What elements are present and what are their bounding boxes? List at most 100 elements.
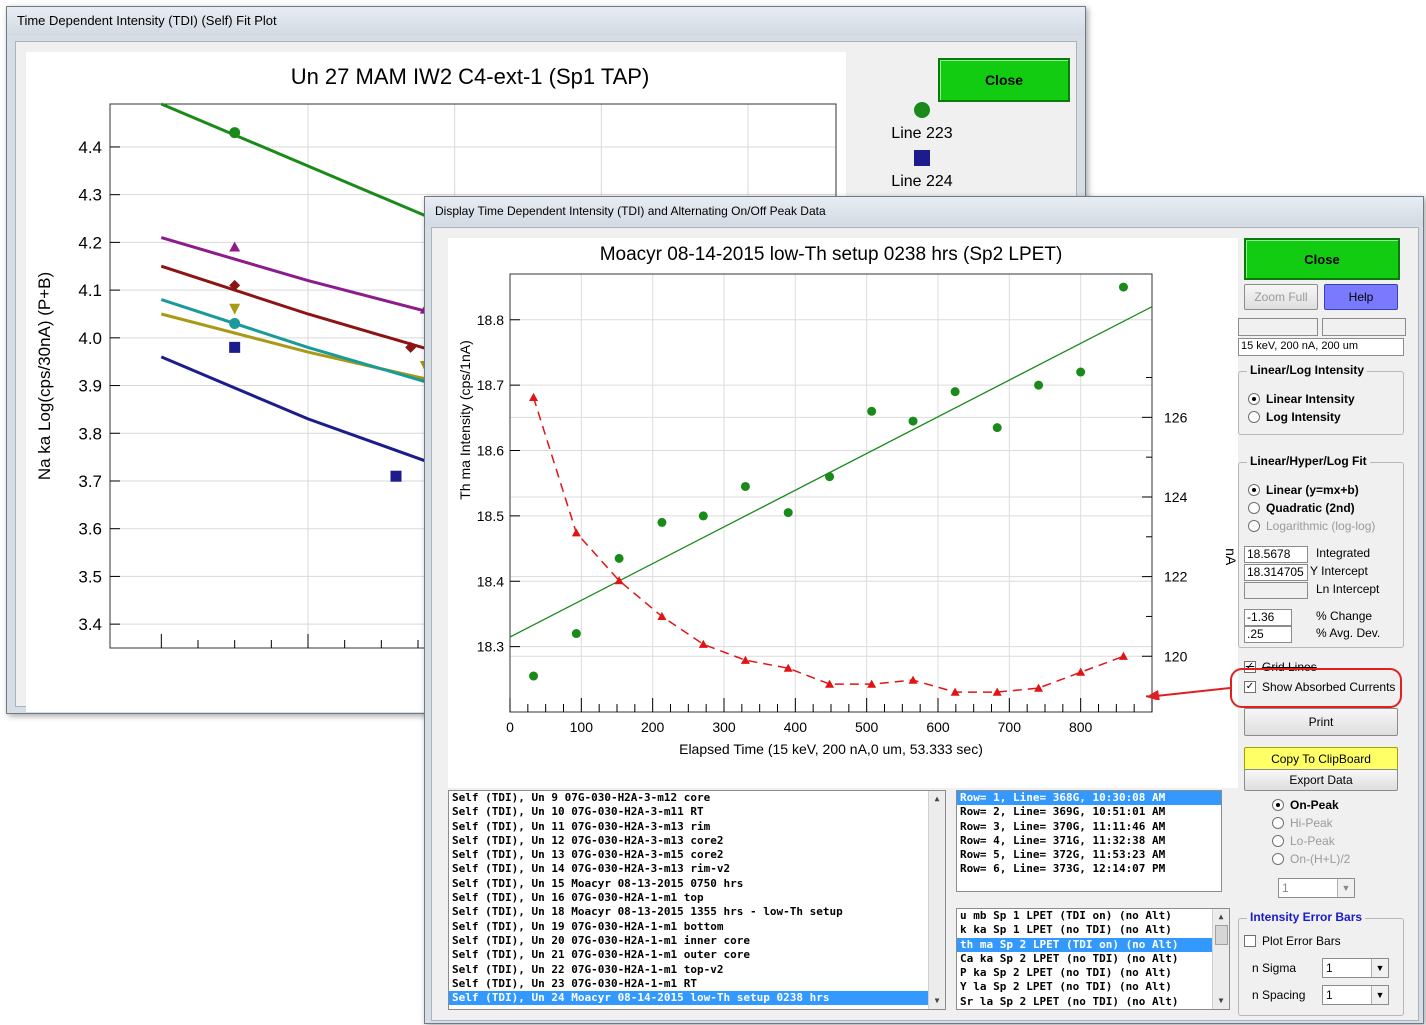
linear-intensity-radio[interactable]: Linear Intensity [1248, 392, 1355, 406]
element-list-item[interactable]: Y la Sp 2 LPET (no TDI) (no Alt) [960, 980, 1172, 994]
radio-dot [1272, 835, 1284, 847]
front-chart-background [448, 238, 1238, 788]
show-absorbed-currents-checkbox[interactable]: ✓ Show Absorbed Currents [1244, 680, 1395, 694]
element-list-item[interactable]: Ca ka Sp 2 LPET (no TDI) (no Alt) [960, 951, 1179, 965]
element-list[interactable]: u mb Sp 1 LPET (TDI on) (no Alt) k ka Sp… [956, 908, 1230, 1010]
log-fit-radio[interactable]: Logarithmic (log-log) [1248, 519, 1375, 533]
sample-list-item[interactable]: Self (TDI), Un 10 07G-030-H2A-3-m11 RT [452, 805, 704, 819]
chevron-down-icon[interactable]: ▼ [1371, 959, 1388, 977]
radio-dot [1272, 799, 1284, 811]
element-list-item[interactable]: k ka Sp 1 LPET (no TDI) (no Alt) [960, 923, 1172, 937]
back-legend: Line 223 Line 224 [891, 102, 953, 190]
sample-list-item[interactable]: Self (TDI), Un 11 07G-030-H2A-3-m13 rim [452, 819, 711, 833]
close-button[interactable]: Close [1244, 238, 1400, 280]
status-box-2 [1322, 318, 1406, 336]
y-intercept-label: Y Intercept [1310, 564, 1368, 578]
scroll-up-icon[interactable]: ▲ [1218, 912, 1224, 921]
front-y2-tick-label: 126 [1164, 409, 1188, 425]
grid-lines-checkbox[interactable]: ✓ Grid Lines [1244, 660, 1317, 674]
back-chart-title: Un 27 MAM IW2 C4-ext-1 (Sp1 TAP) [291, 64, 650, 89]
row-list[interactable]: Row= 1, Line= 368G, 10:30:08 AM Row= 2, L… [956, 790, 1222, 892]
tdi-display-window: Display Time Dependent Intensity (TDI) a… [424, 196, 1424, 1024]
back-y-tick-label: 4.0 [78, 329, 102, 348]
absorbed-current-point [950, 687, 960, 696]
on-hl-label: On-(H+L)/2 [1290, 852, 1351, 866]
hi-peak-label: Hi-Peak [1290, 816, 1333, 830]
tdi-display-titlebar: Display Time Dependent Intensity (TDI) a… [425, 197, 1423, 225]
sample-list-item[interactable]: Self (TDI), Un 24 Moacyr 08-14-2015 low-… [449, 991, 945, 1006]
peak-index-select[interactable]: 1 ▼ [1278, 878, 1355, 898]
sample-list-item[interactable]: Self (TDI), Un 19 07G-030-H2A-1-m1 botto… [452, 919, 724, 933]
percent-change-value: -1.36 [1244, 609, 1292, 626]
front-x-tick-label: 400 [784, 719, 808, 735]
print-button[interactable]: Print [1244, 708, 1398, 736]
scroll-up-icon[interactable]: ▲ [934, 794, 940, 803]
linear-fit-radio[interactable]: Linear (y=mx+b) [1248, 483, 1359, 497]
row-list-item[interactable]: Row= 4, Line= 371G, 11:32:38 AM [960, 833, 1166, 847]
quadratic-fit-label: Quadratic (2nd) [1266, 501, 1355, 515]
front-y-tick-label: 18.8 [477, 312, 504, 328]
row-list-item[interactable]: Row= 3, Line= 370G, 11:11:46 AM [960, 819, 1166, 833]
n-sigma-select[interactable]: 1 ▼ [1322, 958, 1389, 978]
on-hl-radio[interactable]: On-(H+L)/2 [1272, 852, 1350, 866]
chevron-down-icon[interactable]: ▼ [1337, 879, 1354, 897]
sample-list-item[interactable]: Self (TDI), Un 13 07G-030-H2A-3-m15 core… [452, 848, 724, 862]
row-list-item[interactable]: Row= 5, Line= 372G, 11:53:23 AM [960, 848, 1166, 862]
absorbed-current-point [529, 392, 539, 402]
sample-list-item[interactable]: Self (TDI), Un 23 07G-030-H2A-1-m1 RT [452, 976, 698, 990]
ln-intercept-label: Ln Intercept [1316, 582, 1380, 596]
sample-list-scrollbar[interactable]: ▲ ▼ [928, 791, 945, 1009]
sample-list-item[interactable]: Self (TDI), Un 20 07G-030-H2A-1-m1 inner… [452, 933, 751, 947]
legend-label-1: Line 224 [891, 173, 952, 190]
plot-error-bars-checkbox[interactable]: Plot Error Bars [1244, 934, 1341, 948]
scroll-down-icon[interactable]: ▼ [934, 996, 940, 1005]
chevron-down-icon[interactable]: ▼ [1371, 986, 1388, 1004]
export-data-button[interactable]: Export Data [1244, 769, 1398, 791]
log-intensity-radio[interactable]: Log Intensity [1248, 410, 1341, 424]
zoom-full-button[interactable]: Zoom Full [1244, 284, 1318, 310]
scroll-thumb[interactable] [1215, 925, 1228, 945]
integrated-label: Integrated [1316, 546, 1371, 560]
y-intercept-value: 18.314705 [1244, 564, 1308, 581]
sample-list-item[interactable]: Self (TDI), Un 16 07G-030-H2A-1-m1 top [452, 891, 704, 905]
element-list-item[interactable]: u mb Sp 1 LPET (TDI on) (no Alt) [960, 909, 1172, 922]
front-x-tick-label: 800 [1069, 719, 1093, 735]
sample-list-item[interactable]: Self (TDI), Un 22 07G-030-H2A-1-m1 top-v… [452, 962, 724, 976]
element-list-scrollbar[interactable]: ▲ ▼ [1212, 909, 1229, 1009]
tdi-fit-plot-window: Time Dependent Intensity (TDI) (Self) Fi… [6, 6, 1086, 714]
sample-list-item[interactable]: Self (TDI), Un 9 07G-030-H2A-3-m12 core [452, 791, 711, 804]
intensity-data-point [571, 629, 581, 639]
sample-list-item[interactable]: Self (TDI), Un 15 Moacyr 08-13-2015 0750… [452, 876, 744, 890]
fit-mode-title: Linear/Hyper/Log Fit [1247, 454, 1370, 468]
back-close-button[interactable]: Close [938, 58, 1070, 102]
fit-mode-group: Linear/Hyper/Log Fit [1238, 454, 1404, 648]
sample-list[interactable]: Self (TDI), Un 9 07G-030-H2A-3-m12 core S… [448, 790, 946, 1010]
help-button[interactable]: Help [1324, 284, 1398, 310]
row-list-item[interactable]: Row= 6, Line= 373G, 12:14:07 PM [960, 862, 1166, 876]
copy-to-clipboard-button[interactable]: Copy To ClipBoard [1244, 747, 1398, 771]
status-box-1 [1238, 318, 1318, 336]
element-list-item[interactable]: th ma Sp 2 LPET (TDI on) (no Alt) [957, 937, 1229, 952]
quadratic-fit-radio[interactable]: Quadratic (2nd) [1248, 501, 1355, 515]
front-x-tick-label: 100 [570, 719, 594, 735]
sample-list-item[interactable]: Self (TDI), Un 12 07G-030-H2A-3-m13 core… [452, 833, 724, 847]
hi-peak-radio[interactable]: Hi-Peak [1272, 816, 1333, 830]
on-peak-radio[interactable]: On-Peak [1272, 798, 1339, 812]
front-y-tick-label: 18.4 [477, 573, 504, 589]
lo-peak-radio[interactable]: Lo-Peak [1272, 834, 1335, 848]
sample-list-item[interactable]: Self (TDI), Un 18 Moacyr 08-13-2015 1355… [452, 905, 843, 919]
front-x-axis-label: Elapsed Time (15 keV, 200 nA,0 um, 53.33… [679, 741, 983, 757]
row-list-item[interactable]: Row= 1, Line= 368G, 10:30:08 AM [957, 791, 1221, 806]
element-list-item[interactable]: Sr la Sp 2 LPET (no TDI) (no Alt) [960, 994, 1179, 1008]
absorbed-current-point [908, 675, 918, 684]
intensity-data-point [657, 517, 667, 527]
sample-list-item[interactable]: Self (TDI), Un 21 07G-030-H2A-1-m1 outer… [452, 948, 751, 962]
absorbed-current-point [992, 687, 1002, 696]
scroll-down-icon[interactable]: ▼ [1218, 996, 1224, 1005]
back-data-point-1 [229, 241, 241, 252]
n-spacing-select[interactable]: 1 ▼ [1322, 985, 1389, 1005]
row-list-item[interactable]: Row= 2, Line= 369G, 10:51:01 AM [960, 805, 1166, 819]
sample-list-item[interactable]: Self (TDI), Un 14 07G-030-H2A-3-m13 rim-… [452, 862, 731, 876]
element-list-item[interactable]: P ka Sp 2 LPET (no TDI) (no Alt) [960, 966, 1172, 980]
front-x-tick-label: 600 [926, 719, 950, 735]
